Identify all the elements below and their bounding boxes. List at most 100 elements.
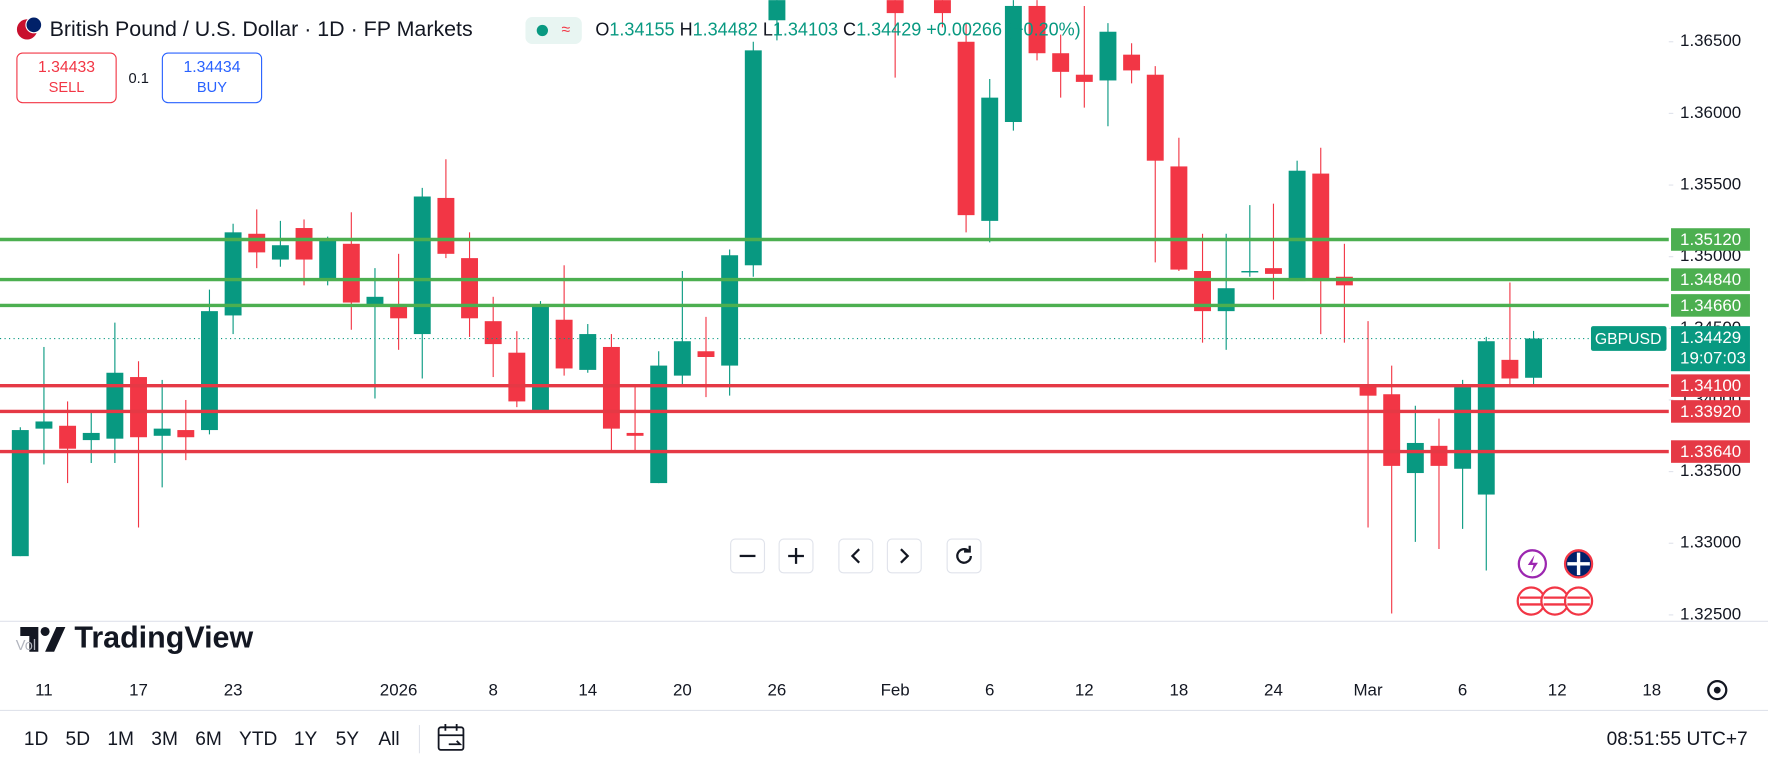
x-tick-label: Feb (881, 681, 910, 700)
ohlc-key: C (843, 19, 856, 39)
compare-button[interactable] (437, 723, 465, 751)
candle-body (11, 430, 29, 557)
x-tick-label: 12 (1548, 681, 1567, 700)
range-button[interactable]: 6M (195, 729, 222, 750)
candle-body (153, 428, 171, 436)
candle-body (1501, 359, 1519, 379)
candle-body (1288, 170, 1306, 282)
candle-body (933, 0, 951, 14)
volume-label[interactable]: Vol (16, 638, 36, 654)
range-button[interactable]: 5D (66, 729, 91, 750)
candle-body (957, 41, 975, 216)
candle-body (981, 97, 999, 221)
ohlc-value: 1.34155 (609, 19, 674, 39)
level-tag (1671, 228, 1750, 251)
candle-body (508, 352, 526, 402)
buy-label: BUY (197, 80, 227, 96)
candle-body (1052, 53, 1070, 72)
logo-text: TradingView (74, 620, 253, 654)
countdown: 19:07:03 (1680, 348, 1746, 367)
status-icon: ≈ (562, 22, 571, 39)
level-label: 1.33920 (1680, 402, 1741, 421)
candle-body (224, 232, 242, 316)
candle-body (59, 425, 77, 449)
candle-body (886, 0, 904, 14)
ohlc-key: H (680, 19, 693, 39)
event-icons[interactable] (1516, 549, 1594, 616)
symbol-tag (1590, 326, 1667, 351)
y-tick-label: 1.32500 (1680, 604, 1741, 623)
candle-body (744, 50, 762, 266)
candle-body (1217, 288, 1235, 312)
candle-body (673, 341, 691, 376)
y-tick-label: 1.35500 (1680, 175, 1741, 194)
x-tick-label: 11 (35, 681, 53, 700)
level-label: 1.34100 (1680, 376, 1741, 395)
buy-button[interactable]: 1.34434 BUY (161, 52, 263, 104)
sell-button[interactable]: 1.34433 SELL (16, 52, 117, 104)
sell-price: 1.34433 (38, 59, 95, 76)
candle-body (390, 305, 408, 319)
candle-body (1383, 394, 1401, 466)
level-label: 1.34660 (1680, 296, 1741, 315)
x-tick-label: 6 (1458, 681, 1467, 700)
symbol-flag (16, 16, 43, 40)
x-tick-label: 12 (1075, 681, 1094, 700)
y-tick-label: 1.36000 (1680, 103, 1741, 122)
range-button[interactable]: 1M (107, 729, 134, 750)
candle-body (1454, 387, 1472, 469)
candle-body (555, 319, 573, 369)
candle-body (650, 365, 668, 484)
spread: 0.1 (129, 71, 149, 87)
x-tick-label: 24 (1264, 681, 1283, 700)
status-chip[interactable] (525, 16, 582, 45)
candle-body (106, 372, 124, 439)
zoom-out[interactable] (730, 538, 766, 574)
level-label: 1.35120 (1680, 230, 1741, 249)
settings-button[interactable] (1707, 679, 1728, 701)
candle-body (295, 228, 313, 260)
level-tag (1671, 268, 1750, 291)
candle-body (248, 233, 266, 253)
scroll-right[interactable] (886, 538, 922, 574)
y-tick-label: 1.36500 (1680, 31, 1741, 50)
candle-body (271, 245, 289, 260)
candle-body (532, 306, 549, 413)
range-button[interactable]: 1D (24, 729, 49, 750)
level-tag (1671, 374, 1750, 397)
buy-price: 1.34434 (183, 59, 240, 76)
x-tick-label: 14 (578, 681, 597, 700)
ohlc-legend: O1.34155 H1.34482 L1.34103 C1.34429 +0.0… (595, 19, 1080, 39)
zoom-in[interactable] (778, 538, 814, 574)
scroll-left[interactable] (838, 538, 874, 574)
candle-body (177, 430, 195, 438)
reset-chart[interactable] (946, 538, 982, 574)
candle-body (130, 377, 147, 438)
candle-body (1430, 445, 1448, 466)
ohlc-value: 1.34103 (773, 19, 838, 39)
range-button[interactable]: All (378, 729, 399, 750)
candle-body (697, 351, 715, 357)
clock: 08:51:55 UTC+7 (1607, 729, 1748, 750)
ohlc-value: 1.34482 (693, 19, 758, 39)
change: +0.00266 (926, 19, 1002, 39)
range-button[interactable]: 3M (151, 729, 178, 750)
market-open-dot (536, 24, 548, 37)
candle-body (319, 238, 337, 280)
x-tick-label: Mar (1353, 681, 1382, 700)
candle-body (1241, 271, 1259, 273)
candle-body (35, 421, 53, 429)
ohlc-key: O (595, 19, 609, 39)
range-button[interactable]: 5Y (336, 729, 360, 750)
range-button[interactable]: YTD (239, 729, 277, 750)
x-tick-label: 18 (1642, 681, 1661, 700)
candle-body (82, 432, 100, 441)
candle-body (366, 296, 384, 306)
logo-icon (20, 626, 66, 652)
change-percent: (+0.20%) (1007, 19, 1081, 39)
range-button[interactable]: 1Y (294, 729, 318, 750)
candle-body (1477, 341, 1495, 495)
candle-body (602, 346, 620, 429)
